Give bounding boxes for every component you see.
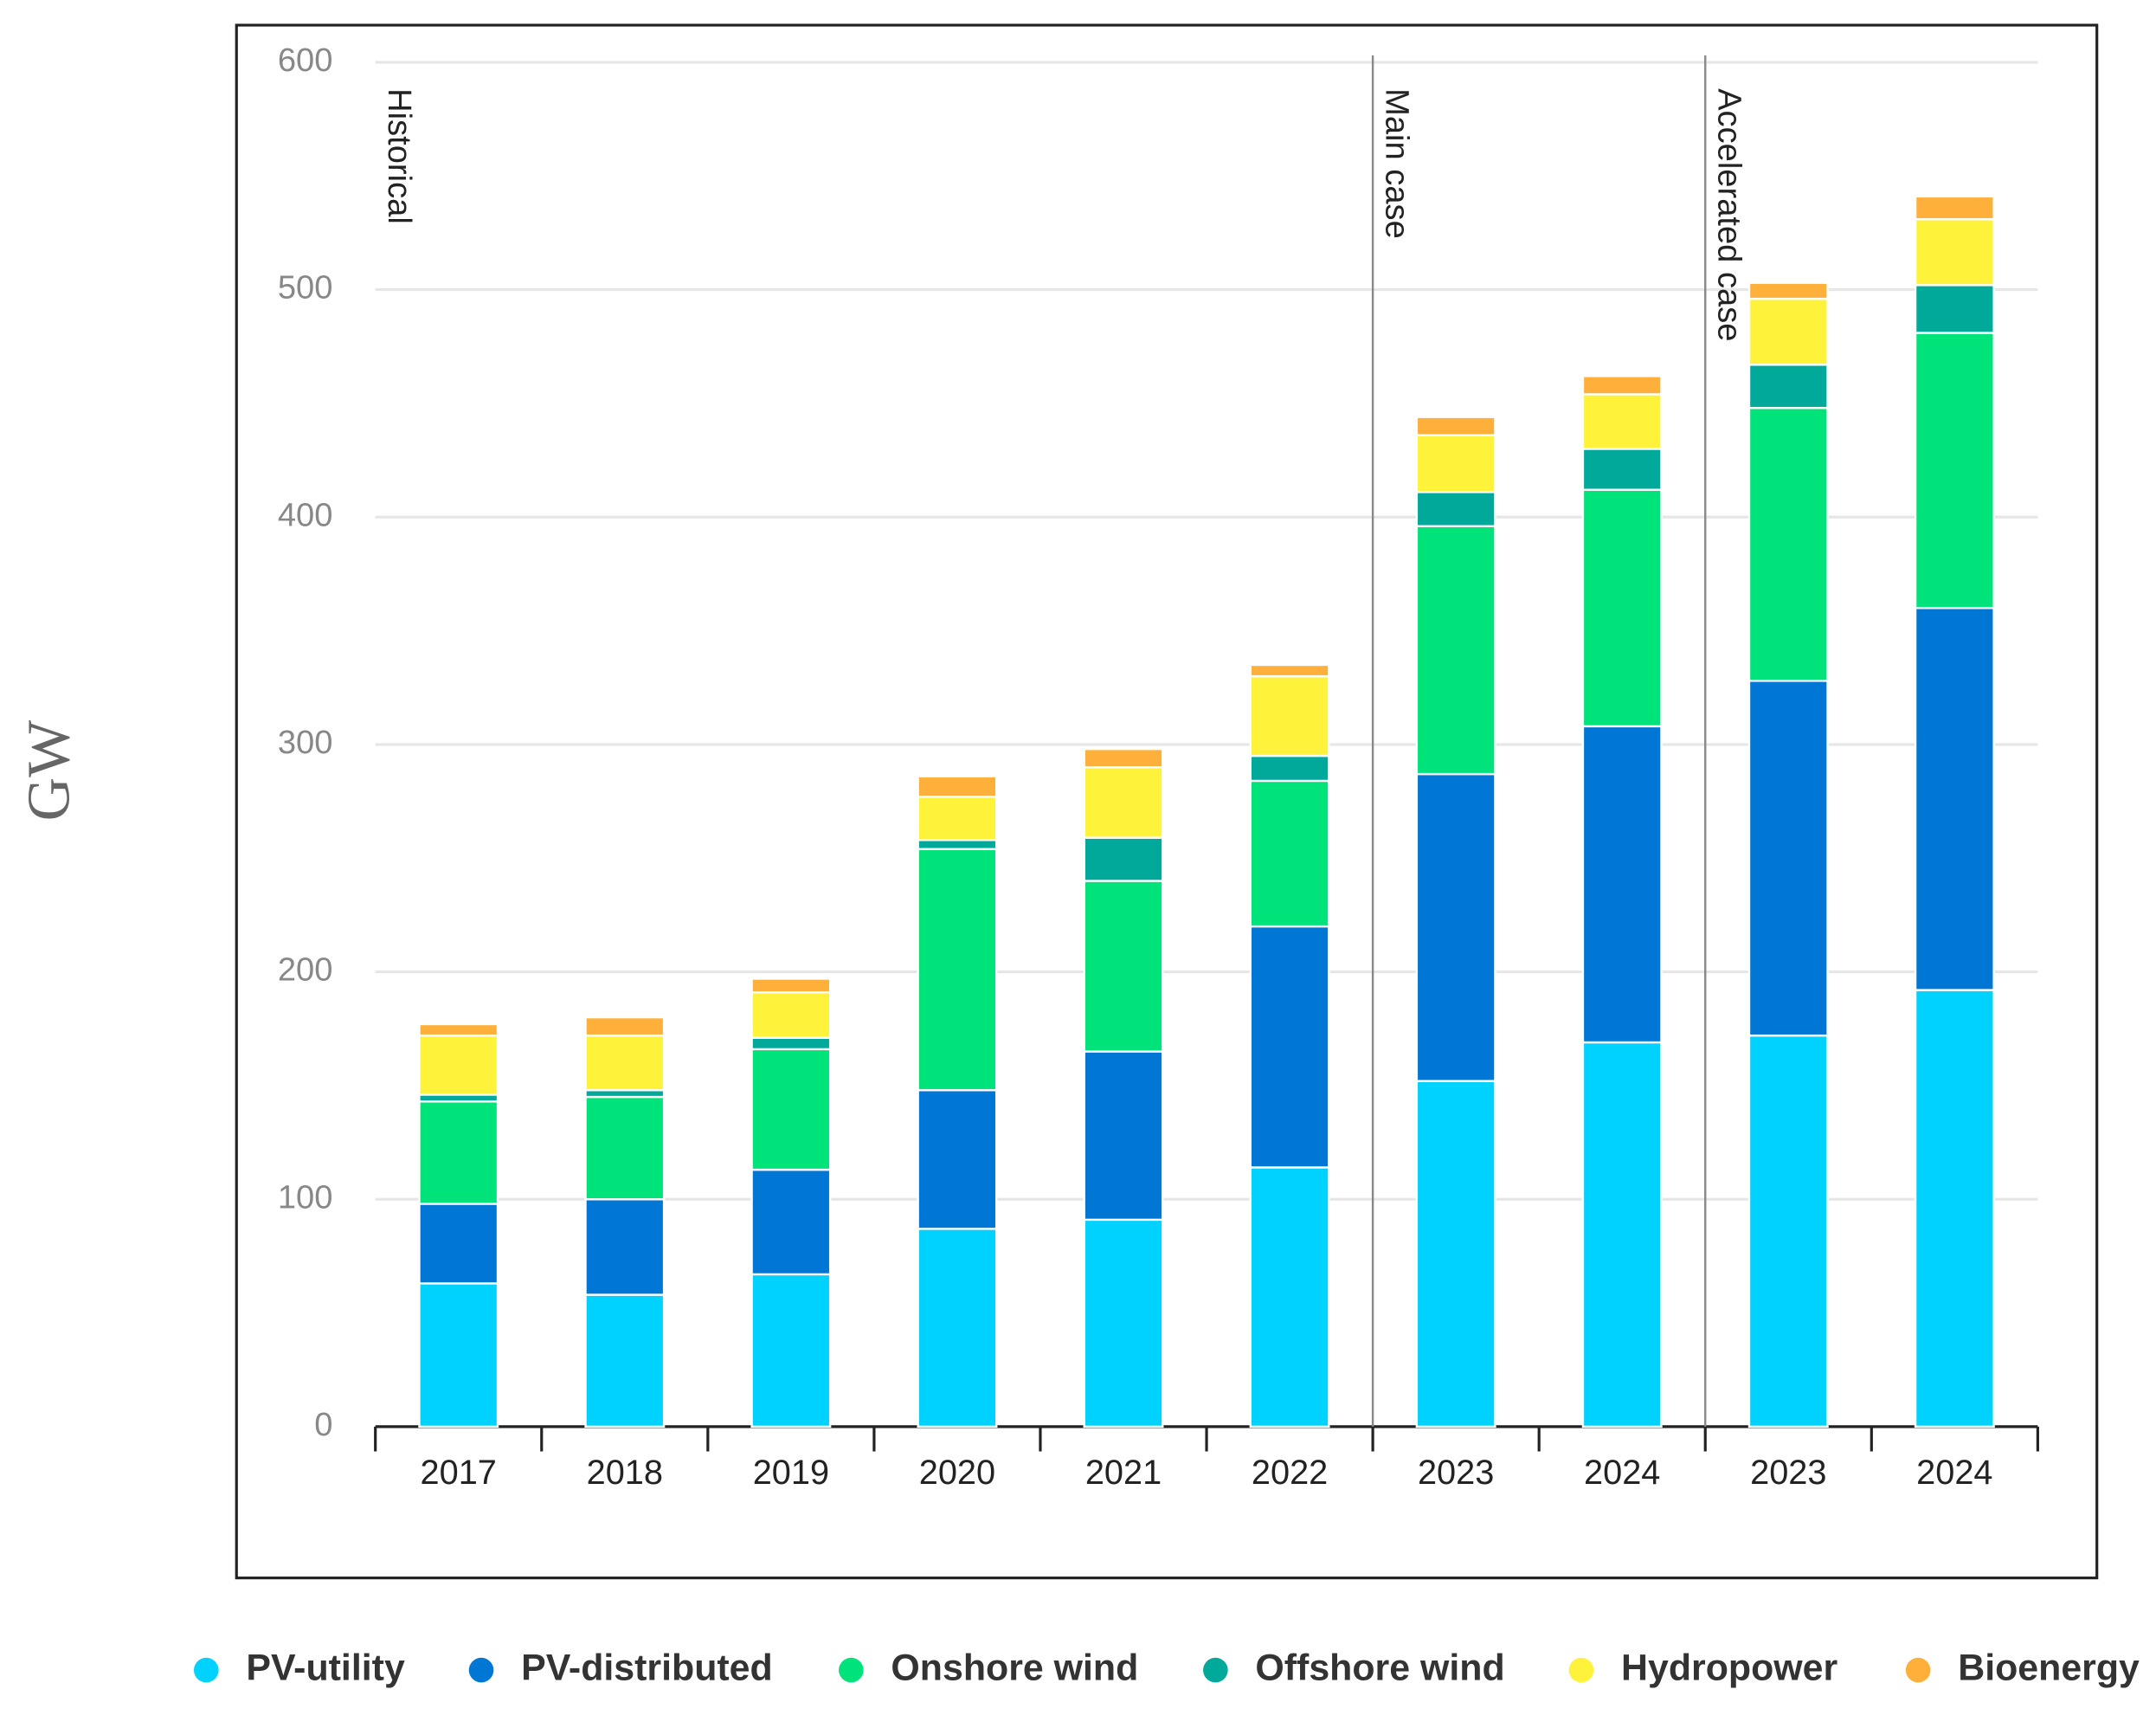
- legend-marker: [1568, 1657, 1594, 1683]
- bar-segment: [1249, 779, 1330, 928]
- bar-segment: [1914, 284, 1995, 334]
- x-tick-label: 2024: [1916, 1454, 1992, 1492]
- bar-segment: [584, 1034, 666, 1092]
- x-tick-label: 2017: [421, 1454, 497, 1492]
- bar-segment: [1581, 725, 1663, 1044]
- bar-segment: [1415, 434, 1496, 493]
- legend-label: PV-distributed: [521, 1647, 773, 1688]
- group-label: Accelerated case: [1711, 88, 1748, 341]
- x-tick-label: 2023: [1418, 1454, 1494, 1492]
- x-tick-label: 2019: [753, 1454, 829, 1492]
- y-tick-label: 100: [278, 1178, 333, 1216]
- bar-segment: [917, 839, 998, 850]
- bar-segment: [1249, 663, 1330, 678]
- bar-segment: [1083, 836, 1164, 882]
- legend-label: Hydropower: [1621, 1647, 1837, 1688]
- bar-segment: [750, 1273, 832, 1428]
- bar-segment: [917, 848, 998, 1092]
- legend-label: Bioenergy: [1958, 1647, 2140, 1688]
- bar-segment: [418, 1203, 499, 1285]
- legend-marker: [1203, 1657, 1228, 1683]
- bar-segment: [1914, 989, 1995, 1428]
- bar-segment: [1249, 674, 1330, 758]
- bar-segment: [1581, 375, 1663, 396]
- bar-segment: [1747, 364, 1829, 410]
- legend-label: Onshore wind: [891, 1647, 1138, 1688]
- y-tick-label: 0: [314, 1406, 332, 1443]
- bar-segment: [1083, 1050, 1164, 1222]
- x-tick-label: 2023: [1750, 1454, 1826, 1492]
- y-tick-label: 500: [278, 269, 333, 306]
- bar-segment: [584, 1198, 666, 1296]
- bar-segment: [1249, 925, 1330, 1169]
- x-tick-label: 2020: [919, 1454, 995, 1492]
- bar-segment: [1415, 525, 1496, 776]
- legend-marker: [193, 1657, 219, 1683]
- legend-label: PV-utility: [246, 1647, 405, 1688]
- bar-segment: [1249, 754, 1330, 783]
- bar-segment: [1083, 1218, 1164, 1428]
- group-label: Main case: [1378, 88, 1415, 239]
- bar-segment: [1747, 281, 1829, 300]
- bar-segment: [1914, 195, 1995, 221]
- bar-segment: [1747, 297, 1829, 366]
- bar-segment: [750, 1048, 832, 1171]
- bar-segment: [418, 1100, 499, 1205]
- bar-segment: [1415, 772, 1496, 1082]
- legend-marker: [1905, 1657, 1931, 1683]
- y-tick-label: 300: [278, 724, 333, 761]
- x-tick-label: 2021: [1085, 1454, 1162, 1492]
- bar-segment: [418, 1282, 499, 1428]
- bar-segment: [418, 1034, 499, 1096]
- bar-segment: [1581, 488, 1663, 728]
- bar-segment: [917, 1088, 998, 1230]
- bar-segment: [917, 796, 998, 842]
- bar-segment: [1415, 416, 1496, 436]
- bar-segment: [1914, 607, 1995, 991]
- bar-segment: [750, 1168, 832, 1276]
- y-tick-label: 200: [278, 951, 333, 989]
- x-tick-label: 2018: [587, 1454, 663, 1492]
- legend-marker: [839, 1657, 864, 1683]
- bar-segment: [1083, 747, 1164, 769]
- bar-segment: [418, 1022, 499, 1037]
- y-axis-label: GW: [16, 720, 83, 821]
- y-tick-label: 400: [278, 496, 333, 533]
- bar-segment: [1747, 1034, 1829, 1428]
- legend-marker: [468, 1657, 494, 1683]
- bar-segment: [1581, 393, 1663, 450]
- bar-segment: [584, 1016, 666, 1037]
- bar-segment: [584, 1293, 666, 1428]
- chart-frame: [235, 23, 2099, 1580]
- bar-segment: [584, 1095, 666, 1201]
- bar-segment: [1914, 332, 1995, 609]
- bar-segment: [1581, 1041, 1663, 1428]
- bar-segment: [1415, 1080, 1496, 1428]
- bar-segment: [1581, 448, 1663, 491]
- bar-segment: [917, 1228, 998, 1428]
- bar-segment: [917, 775, 998, 798]
- bar-segment: [1747, 680, 1829, 1037]
- bar-segment: [750, 1036, 832, 1051]
- bar-segment: [1249, 1166, 1330, 1428]
- bar-segment: [750, 991, 832, 1039]
- bar-segment: [1415, 491, 1496, 527]
- bar-segment: [1083, 880, 1164, 1053]
- bar-segment: [1914, 217, 1995, 287]
- group-label: Historical: [381, 88, 418, 224]
- y-tick-label: 600: [278, 42, 333, 79]
- x-tick-label: 2024: [1584, 1454, 1660, 1492]
- bar-segment: [1083, 765, 1164, 839]
- bar-segment: [750, 977, 832, 994]
- legend-label: Offshore wind: [1255, 1647, 1504, 1688]
- x-tick-label: 2022: [1252, 1454, 1328, 1492]
- bar-segment: [1747, 406, 1829, 682]
